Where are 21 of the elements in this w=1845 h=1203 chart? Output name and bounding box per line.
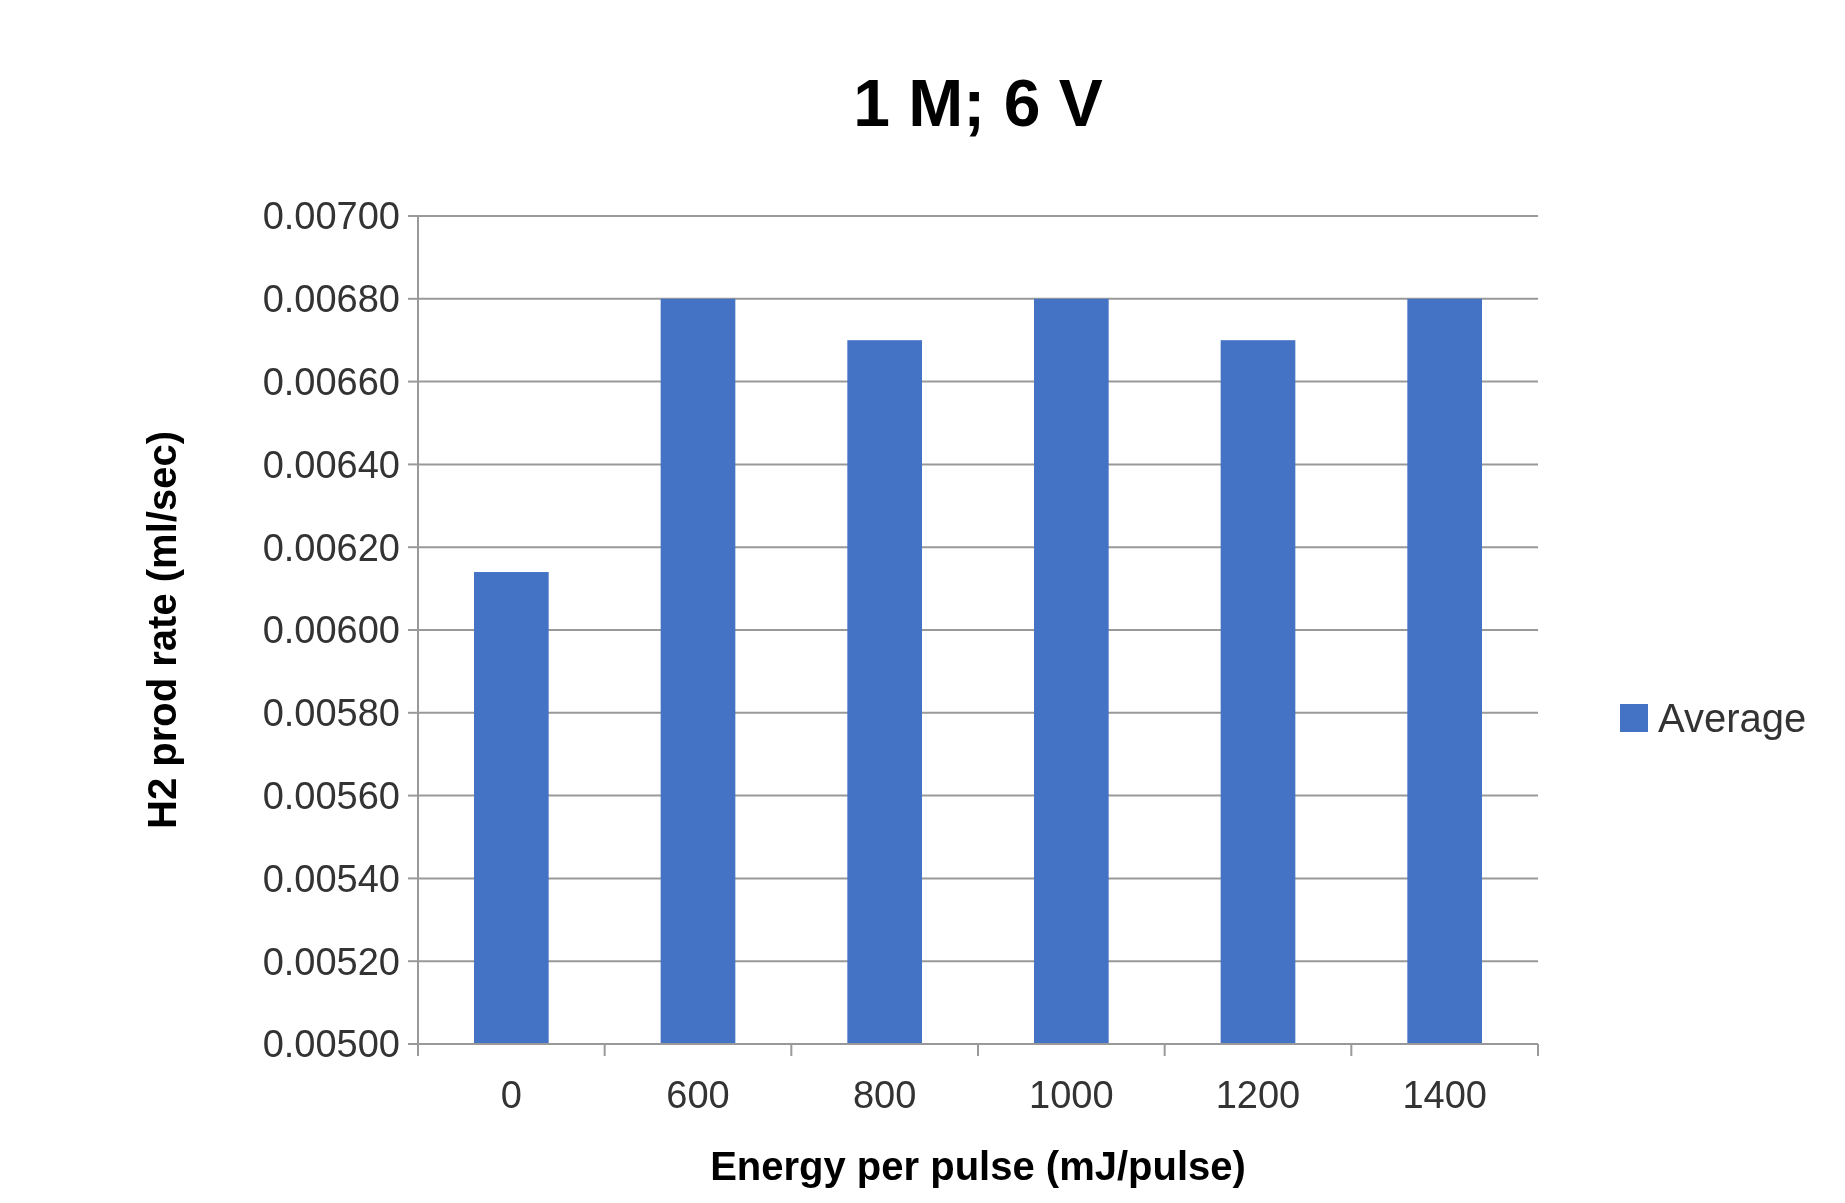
y-axis-title: H2 prod rate (ml/sec)	[140, 431, 184, 829]
x-tick-label: 1200	[1215, 1074, 1301, 1116]
x-tick-label: 600	[666, 1074, 730, 1116]
x-tick-label: 800	[852, 1074, 917, 1116]
x-tick-label: 1400	[1402, 1074, 1487, 1116]
y-tick-label: 0.00500	[262, 1023, 400, 1066]
y-tick-label: 0.00600	[262, 609, 400, 652]
y-tick-label: 0.00540	[262, 857, 400, 900]
y-tick-label: 0.00700	[262, 195, 400, 238]
y-tick-label: 0.00580	[262, 692, 400, 735]
chart-title: 1 M; 6 V	[853, 66, 1103, 140]
y-tick-label: 0.00680	[262, 278, 400, 321]
x-axis-title: Energy per pulse (mJ/pulse)	[710, 1144, 1246, 1188]
y-tick-label: 0.00660	[262, 360, 400, 403]
y-tick-label: 0.00520	[262, 940, 400, 983]
y-tick-label: 0.00640	[262, 443, 400, 486]
legend-label: Average	[1658, 696, 1807, 740]
x-tick-label: 0	[500, 1074, 522, 1116]
y-tick-label: 0.00560	[262, 774, 400, 817]
x-tick-label: 1000	[1029, 1074, 1114, 1116]
y-tick-label: 0.00620	[262, 526, 400, 569]
